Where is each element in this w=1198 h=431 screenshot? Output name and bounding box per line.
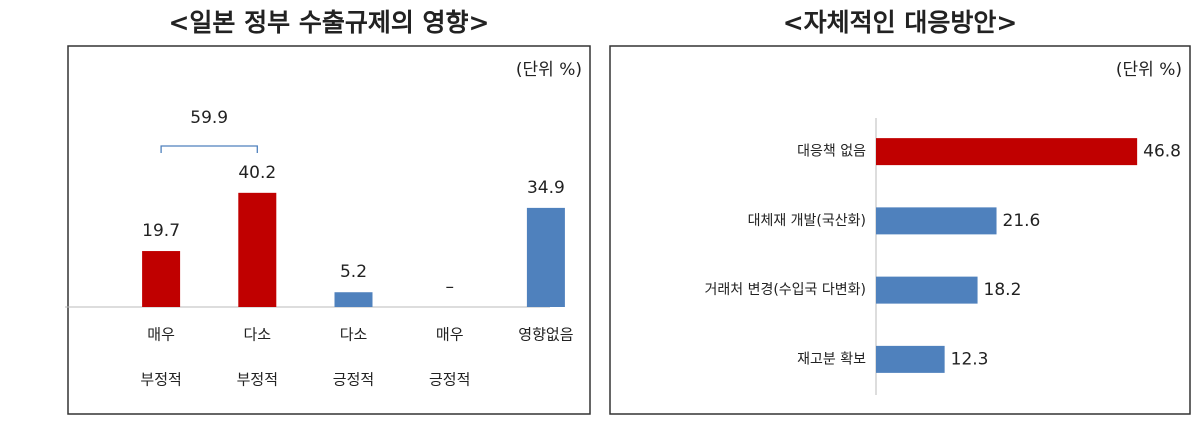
bar bbox=[334, 292, 373, 307]
x-tick-label: 다소 bbox=[243, 326, 271, 344]
right-frame bbox=[609, 45, 1191, 415]
x-tick-label: 긍정적 bbox=[429, 371, 470, 389]
value-label: 19.7 bbox=[142, 221, 180, 241]
value-label: – bbox=[445, 277, 454, 297]
bracket bbox=[160, 145, 258, 153]
y-tick-label: 재고분 확보 bbox=[797, 351, 866, 367]
bar bbox=[526, 207, 565, 307]
y-tick-label: 거래처 변경(수입국 다변화) bbox=[704, 282, 866, 298]
bar bbox=[876, 207, 997, 235]
unit-label: (단위 %) bbox=[516, 60, 582, 80]
bar bbox=[876, 345, 945, 373]
chart-title: <일본 정부 수출규제의 영향> bbox=[168, 8, 489, 37]
y-tick-label: 대체재 개발(국산화) bbox=[748, 213, 866, 229]
x-tick-label: 매우 bbox=[147, 326, 175, 344]
x-tick-label: 영향없음 bbox=[518, 326, 573, 344]
x-tick-label: 다소 bbox=[340, 326, 368, 344]
value-label: 12.3 bbox=[951, 349, 989, 369]
value-label: 18.2 bbox=[984, 280, 1022, 300]
x-tick-label: 매우 bbox=[436, 326, 464, 344]
bar bbox=[238, 192, 277, 307]
value-label: 21.6 bbox=[1003, 211, 1041, 231]
bar bbox=[142, 251, 181, 307]
left-frame bbox=[67, 45, 591, 415]
y-tick-label: 대응책 없음 bbox=[797, 144, 866, 160]
chart-title: <자체적인 대응방안> bbox=[783, 8, 1018, 37]
bar bbox=[876, 276, 978, 304]
x-tick-label: 부정적 bbox=[237, 371, 278, 389]
value-label: 40.2 bbox=[238, 163, 276, 183]
unit-label: (단위 %) bbox=[1116, 60, 1182, 80]
x-tick-label: 긍정적 bbox=[333, 371, 374, 389]
value-label: 5.2 bbox=[340, 262, 367, 282]
bar bbox=[876, 138, 1138, 166]
value-label: 34.9 bbox=[527, 178, 565, 198]
x-tick-label: 부정적 bbox=[140, 371, 181, 389]
bracket-label: 59.9 bbox=[190, 108, 228, 128]
value-label: 46.8 bbox=[1143, 142, 1181, 162]
